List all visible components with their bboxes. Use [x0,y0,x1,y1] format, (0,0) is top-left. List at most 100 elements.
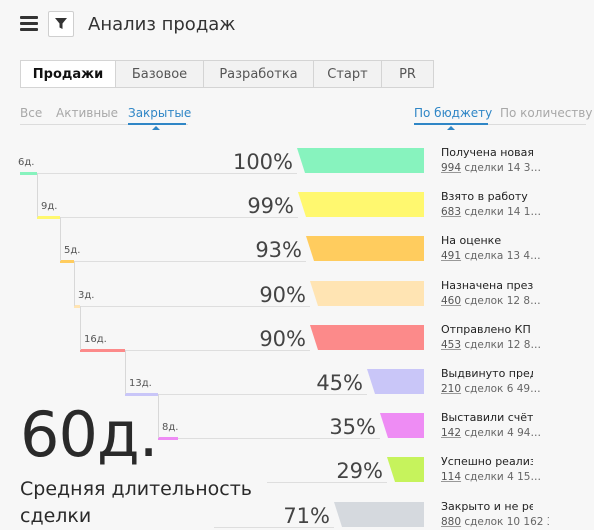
stage-title[interactable]: На оценке [441,234,502,248]
average-duration-caption: Средняя длительность сделки [20,478,252,527]
duration-connector [74,261,75,306]
stage-deal-summary: сделок 10 162 3… [464,515,549,528]
stage-percent: 90% [259,282,306,307]
stage-deal-count-link[interactable]: 880 [441,515,462,528]
hamburger-menu-icon[interactable] [20,14,38,32]
tab-bazovoe[interactable]: Базовое [115,61,203,87]
stage-guide-line [80,305,310,307]
duration-connector [125,349,126,394]
stage-bar-shape [298,192,424,218]
stage-bar[interactable] [387,457,424,483]
duration-step [74,304,80,308]
stage-percent: 90% [259,326,306,351]
stage-bar[interactable] [334,501,424,527]
stage-percent: 29% [336,459,383,484]
stage-detail: 880 сделок 10 162 3… [441,516,549,528]
stage-duration-label: 16д. [84,333,107,345]
stage-title[interactable]: Получена новая [441,146,533,159]
stage-title[interactable]: Успешно реализ [441,455,533,469]
stage-bar-shape [367,369,424,394]
filter-by-count[interactable]: По количеству [500,106,593,120]
stage-detail: 491 сделка 13 4… [441,250,549,262]
stage-deal-summary: сделок 6 49… [461,383,541,395]
stage-bar-shape [310,324,424,350]
stage-bar-shape [297,148,424,173]
stage-deal-count-link[interactable]: 453 [441,338,462,351]
metric-filter-divider [414,124,586,125]
duration-step [60,260,74,264]
stage-title[interactable]: Взято в работу [441,190,528,204]
stage-bar[interactable] [367,369,424,394]
stage-detail: 453 сделки 12 8… [441,339,549,351]
funnel-filter-icon [55,18,67,29]
stage-bar[interactable] [306,236,424,262]
stage-title[interactable]: Выдвинуто пред [441,367,533,380]
stage-deal-summary: сделка 13 4… [461,250,541,263]
filter-by-budget-caret [447,126,455,130]
stage-deal-count-link[interactable]: 460 [441,294,462,307]
tab-start[interactable]: Старт [313,61,381,87]
pipeline-tabs: Продажи Базовое Разработка Старт PR [20,60,434,88]
stage-detail: 142 сделки 4 94… [441,427,549,439]
duration-connector [158,394,159,439]
stage-deal-count-link[interactable]: 491 [441,250,462,263]
stage-title[interactable]: Отправлено КП [441,322,531,336]
stage-detail: 683 сделки 14 1… [441,206,549,218]
stage-bar-shape [310,280,424,306]
stage-percent: 71% [283,503,330,528]
stage-deal-count-link[interactable]: 683 [441,206,462,219]
filter-by-budget-underline [414,123,488,125]
duration-step [80,348,125,352]
filter-closed[interactable]: Закрытые [128,106,192,120]
stage-bar[interactable] [310,280,424,306]
stage-bar[interactable] [297,148,424,173]
stage-deal-count-link[interactable]: 114 [441,471,462,484]
stage-duration-label: 3д. [78,289,95,301]
filter-all[interactable]: Все [20,106,43,120]
stage-guide-line [60,217,298,219]
stage-detail: 114 сделки 4 15… [441,471,549,483]
stage-duration-label: 9д. [41,201,58,213]
stage-title[interactable]: Назначена през [441,278,533,292]
stage-duration-label: 6д. [18,157,35,168]
duration-step [158,437,178,441]
status-filter-divider [20,124,188,125]
stage-bar[interactable] [298,192,424,218]
stage-deal-summary: сделки 14 1… [461,206,541,219]
stage-percent: 93% [255,238,302,263]
stage-title[interactable]: Закрыто и не ре [441,499,533,513]
stage-bar[interactable] [380,413,424,439]
stage-bar[interactable] [310,324,424,350]
filter-active[interactable]: Активные [56,106,119,120]
stage-bar-shape [387,457,424,483]
filter-closed-underline [128,123,186,125]
duration-connector [60,217,61,262]
stage-title[interactable]: Выставили счёт [441,411,533,425]
tab-prodazhi[interactable]: Продажи [21,61,115,87]
stage-guide-line [178,438,380,440]
stage-percent: 45% [316,371,363,395]
stage-percent: 100% [232,150,293,174]
tab-razrabotka[interactable]: Разработка [203,61,313,87]
stage-duration-label: 5д. [64,245,81,257]
stage-guide-line [125,349,310,351]
stage-deal-count-link[interactable]: 210 [441,383,462,395]
tab-pr[interactable]: PR [381,61,433,87]
stage-bar-shape [380,413,424,439]
stage-guide-line [37,173,297,174]
stage-bar-shape [334,501,424,527]
stage-duration-label: 13д. [129,378,152,389]
filter-closed-caret [152,126,160,130]
stage-guide-line [267,482,387,484]
duration-step [125,393,158,396]
filter-by-budget[interactable]: По бюджету [414,106,493,120]
stage-bar-shape [306,236,424,262]
stage-deal-count-link[interactable]: 142 [441,427,462,440]
stage-detail: 460 сделок 12 8… [441,295,549,307]
stage-percent: 35% [329,415,376,440]
filter-button[interactable] [48,11,74,37]
stage-deal-summary: сделки 12 8… [461,338,541,351]
stage-deal-summary: сделки 14 3… [461,162,541,174]
stage-guide-line [74,261,306,263]
stage-deal-count-link[interactable]: 994 [441,162,462,174]
